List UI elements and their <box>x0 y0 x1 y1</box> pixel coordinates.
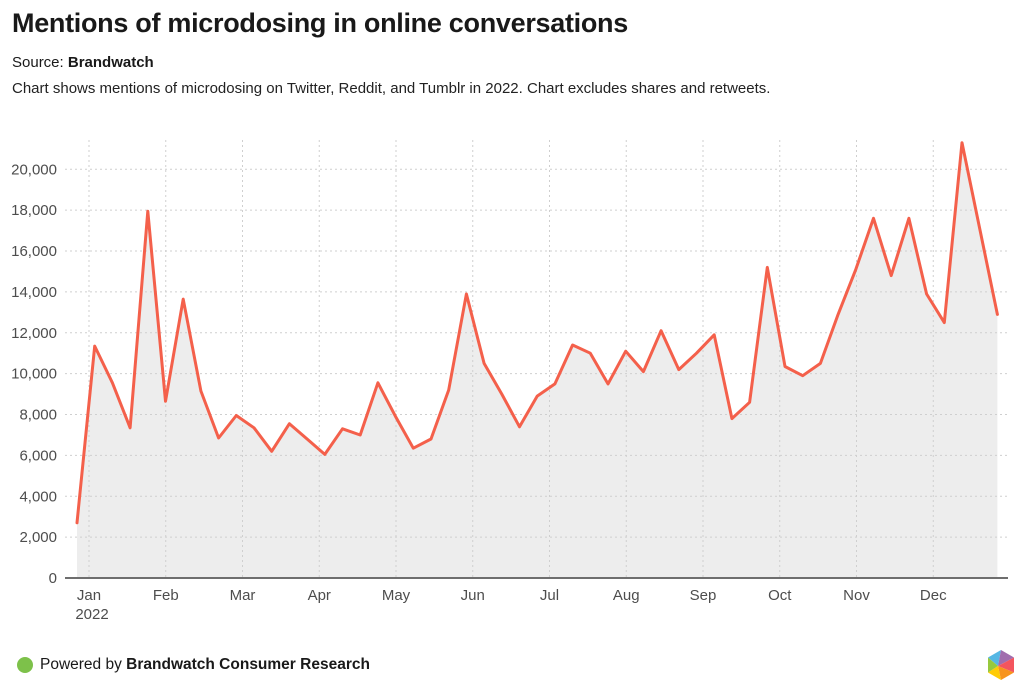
x-axis-label: Apr <box>308 587 331 604</box>
series-line <box>75 141 999 525</box>
chart-header: Mentions of microdosing in online conver… <box>12 8 1012 97</box>
x-axis-label: Mar <box>230 587 256 604</box>
x-axis-label: Dec <box>920 587 947 604</box>
y-axis-label: 8,000 <box>19 407 57 424</box>
y-axis-label: 6,000 <box>19 447 57 464</box>
y-axis-label: 20,000 <box>11 161 57 178</box>
logo-wedge-green <box>988 657 998 673</box>
y-axis-label: 12,000 <box>11 325 57 342</box>
x-axis-label: Oct <box>768 587 792 604</box>
y-axis-label: 0 <box>49 570 57 587</box>
brandwatch-hexagon-logo-icon <box>988 650 1014 680</box>
series-area <box>77 142 998 578</box>
x-axis-labels: Jan 2022 Feb Mar Apr May Jun Jul Aug Sep Oct Nov Dec <box>75 587 947 623</box>
x-axis-label: Jul <box>540 587 559 604</box>
x-axis-label: Feb <box>153 587 179 604</box>
x-axis-year-label: 2022 <box>75 606 108 623</box>
brand-dot-icon <box>17 657 33 673</box>
x-axis-label: Jun <box>461 587 485 604</box>
x-axis-label: Jan <box>77 587 101 604</box>
x-axis-label: Aug <box>613 587 640 604</box>
mentions-line-chart-svg: 0 2,000 4,000 6,000 8,000 10,000 12,000 14,000 1… <box>11 140 1008 623</box>
logo-wedge-red <box>998 657 1014 673</box>
x-axis-label: Nov <box>843 587 870 604</box>
vertical-gridlines <box>88 140 934 578</box>
page-title: Mentions of microdosing in online conver… <box>12 8 628 38</box>
chart-description: Chart shows mentions of microdosing on T… <box>12 80 771 97</box>
footer: Powered by Brandwatch Consumer Research <box>17 656 370 674</box>
horizontal-gridlines <box>65 168 1008 538</box>
source-line: Source: Brandwatch <box>12 54 1012 71</box>
source-label: Source: <box>12 54 64 71</box>
y-axis-label: 2,000 <box>19 529 57 546</box>
y-axis-label: 10,000 <box>11 366 57 383</box>
powered-by-text: Powered by Brandwatch Consumer Research <box>40 656 370 673</box>
x-axis-label: Sep <box>690 587 717 604</box>
x-axis-label: May <box>382 587 411 604</box>
y-axis-label: 18,000 <box>11 202 57 219</box>
y-axis-label: 16,000 <box>11 243 57 260</box>
mentions-line-chart: 0 2,000 4,000 6,000 8,000 10,000 12,000 14,000 1… <box>0 120 1024 625</box>
source-name: Brandwatch <box>67 54 154 71</box>
logo-wedge-orange <box>998 666 1014 680</box>
brand-name: Brandwatch Consumer Research <box>126 656 370 673</box>
logo-wedge-purple <box>998 650 1014 666</box>
logo-wedge-blue <box>988 650 1001 666</box>
y-axis-label: 14,000 <box>11 284 57 301</box>
y-axis-labels: 0 2,000 4,000 6,000 8,000 10,000 12,000 14,000 1… <box>11 161 57 587</box>
logo-wedge-yellow <box>988 666 1001 680</box>
y-axis-label: 4,000 <box>19 488 57 505</box>
